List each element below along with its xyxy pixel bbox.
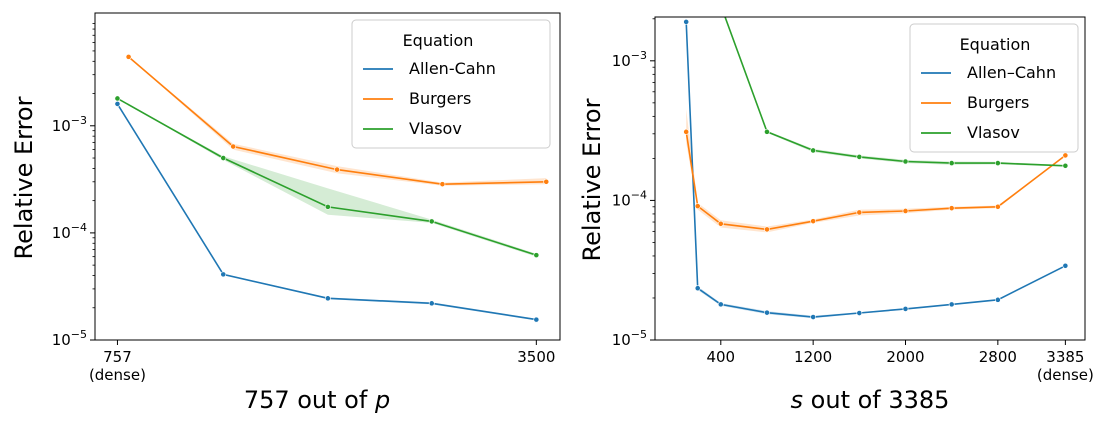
left-vlasov-point (324, 203, 331, 210)
right-allen-cahn-point (994, 296, 1001, 303)
right-x-tick-sublabel: (dense) (1037, 366, 1094, 384)
right-burgers-point (994, 203, 1001, 210)
left-vlasov-point (220, 155, 227, 161)
right-allen-cahn-point (694, 285, 701, 292)
right-burgers-point (1062, 152, 1069, 159)
right-legend: Equation Allen–Cahn Burgers Vlasov (909, 23, 1079, 153)
right-allen-cahn-point (856, 310, 863, 316)
right-y-tick-label: 10−4 (612, 188, 647, 209)
left-legend-label-vlasov: Vlasov (409, 119, 462, 138)
right-x-axis-label: s out of 3385 (791, 386, 950, 414)
right-legend-label-allen-cahn: Allen–Cahn (967, 63, 1056, 82)
left-x-tick-sublabel: (dense) (89, 366, 146, 384)
right-x-tick-label: 2000 (886, 348, 924, 366)
right-vlasov-point (764, 128, 770, 135)
right-legend-label-vlasov: Vlasov (967, 123, 1020, 142)
left-x-tick-label: 757 (103, 348, 132, 366)
right-y-tick-label: 10−3 (612, 49, 647, 70)
right-allen-cahn-line (685, 21, 1066, 318)
right-burgers-point (683, 128, 690, 135)
right-y-axis-label: Relative Error (578, 98, 606, 261)
right-legend-label-burgers: Burgers (967, 93, 1029, 112)
right-allen-cahn-point (717, 301, 724, 308)
right-burgers-point (948, 205, 955, 212)
right-burgers-point (856, 209, 863, 216)
left-legend-label-burgers: Burgers (409, 89, 471, 108)
left-burgers-point (334, 166, 340, 173)
left-allen-cahn-point (428, 300, 435, 307)
left-legend-label-allen-cahn: Allen-Cahn (409, 59, 496, 78)
left-y-axis-label: Relative Error (10, 96, 38, 259)
right-x-tick-label: 1200 (794, 348, 832, 366)
right-vlasov-point (1062, 162, 1069, 169)
right-vlasov-line (724, 17, 1066, 167)
right-x-tick-label: 400 (706, 348, 735, 366)
right-burgers-point (694, 203, 701, 210)
left-allen-cahn-point (533, 316, 540, 323)
left-vlasov-point (428, 218, 435, 225)
left-y-tick-label: 10−3 (52, 114, 87, 135)
right-burgers-point (810, 218, 817, 225)
left-vlasov-point (114, 95, 121, 102)
left-burgers-point (125, 53, 132, 60)
right-allen-cahn-point (948, 301, 955, 308)
right-legend-title: Equation (960, 35, 1031, 54)
right-burgers-point (717, 220, 724, 227)
right-vlasov-point (948, 160, 955, 167)
left-y-tick-label: 10−4 (52, 221, 87, 242)
left-burgers-point (439, 181, 446, 188)
left-allen-cahn-point (114, 101, 121, 107)
left-burgers-point (230, 143, 237, 150)
left-legend-title: Equation (403, 31, 474, 50)
left-legend: Equation Allen-Cahn Burgers Vlasov (351, 19, 551, 149)
right-vlasov-point (810, 147, 817, 154)
right-allen-cahn-point (902, 306, 909, 312)
right-x-tick-label: 3385 (1046, 348, 1084, 366)
right-x-tick-label: 2800 (979, 348, 1017, 366)
left-chart: 10−5 10−4 10−3 757(dense) 3500 Relative Erro… (10, 12, 561, 414)
right-vlasov-point (902, 158, 909, 165)
right-allen-cahn-point (683, 19, 690, 25)
right-burgers-point (764, 226, 770, 233)
right-y-tick-label: 10−5 (612, 328, 647, 349)
right-vlasov-point (856, 153, 863, 160)
left-allen-cahn-point (324, 295, 331, 302)
left-vlasov-point (533, 252, 540, 259)
left-burgers-point (543, 178, 550, 185)
right-vlasov-point (994, 160, 1001, 167)
right-allen-cahn-point (810, 314, 817, 320)
left-x-tick-label: 3500 (517, 348, 555, 366)
right-burgers-line (685, 131, 1066, 231)
left-x-axis-label: 757 out of p (244, 386, 390, 414)
left-allen-cahn-point (220, 271, 227, 278)
right-chart: 10−5 10−4 10−3 400 1200 2000 2800 3385(dense) R… (578, 16, 1094, 414)
right-burgers-point (902, 208, 909, 214)
right-allen-cahn-point (764, 309, 770, 316)
right-allen-cahn-point (1062, 262, 1069, 269)
left-y-tick-label: 10−5 (52, 328, 87, 349)
